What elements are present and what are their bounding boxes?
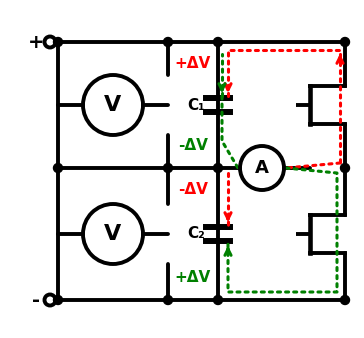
Text: -ΔV: -ΔV [178,139,208,153]
Circle shape [340,295,349,305]
Circle shape [214,295,222,305]
Circle shape [340,164,349,172]
Circle shape [340,38,349,47]
Circle shape [54,295,63,305]
Text: +: + [28,32,44,51]
Text: C₂: C₂ [187,226,205,241]
Text: +ΔV: +ΔV [175,270,211,286]
Circle shape [163,164,173,172]
Text: C₁: C₁ [187,97,205,113]
Circle shape [54,38,63,47]
Circle shape [163,295,173,305]
Text: -: - [32,290,40,310]
Text: A: A [255,159,269,177]
Circle shape [54,164,63,172]
Circle shape [214,38,222,47]
Circle shape [163,38,173,47]
Circle shape [214,164,222,172]
Text: +ΔV: +ΔV [175,56,211,72]
Text: V: V [104,224,122,244]
Text: -ΔV: -ΔV [178,183,208,197]
Text: V: V [104,95,122,115]
